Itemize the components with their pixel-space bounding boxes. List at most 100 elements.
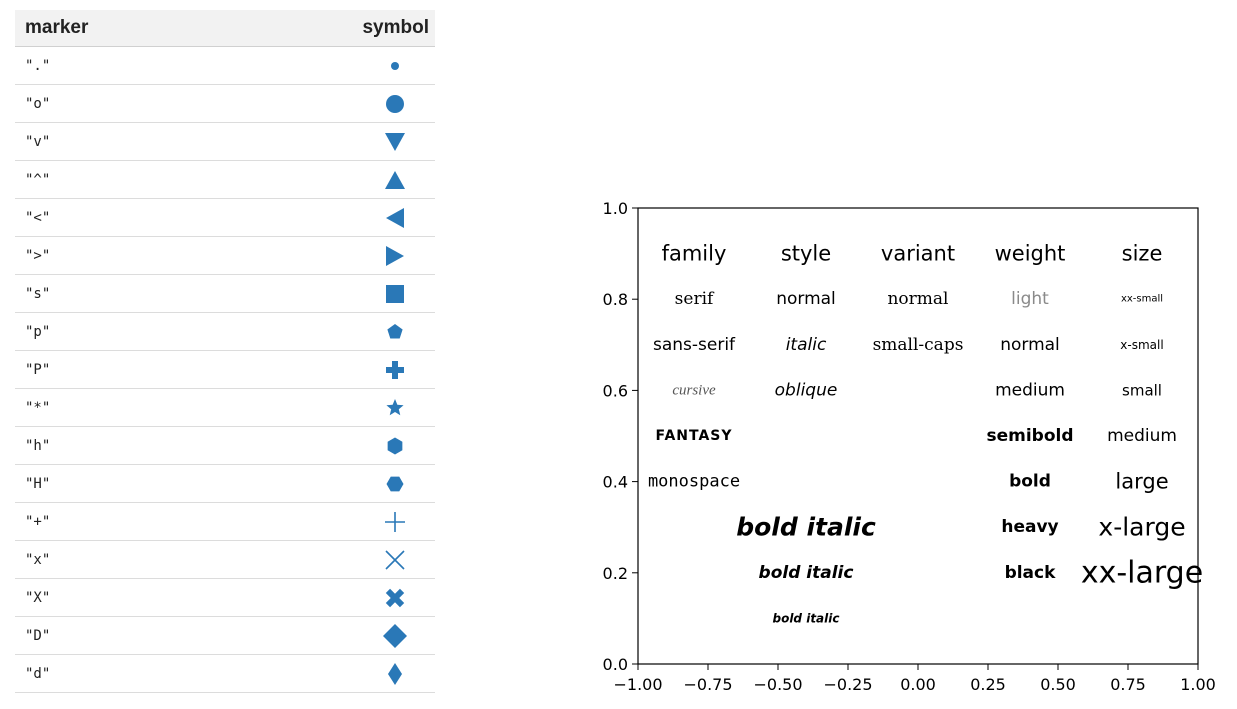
x-marker-icon — [385, 549, 405, 570]
table-header-row: marker symbol — [15, 10, 435, 47]
marker-code: "<" — [15, 198, 355, 237]
chart-annotation: bold italic — [772, 611, 839, 625]
x-tick-label: −0.25 — [823, 675, 872, 694]
chart-annotation: xx-small — [1121, 294, 1163, 305]
table-row: "D" — [15, 616, 435, 655]
marker-symbol-cell — [354, 502, 435, 541]
chart-annotation: semibold — [986, 426, 1073, 446]
marker-code: "d" — [15, 654, 355, 693]
chart-annotation: monospace — [648, 472, 740, 492]
marker-symbol-cell — [354, 198, 435, 237]
hexagon2-marker-icon — [386, 476, 404, 491]
plus-filled-marker-icon — [385, 360, 404, 379]
y-tick-label: 0.2 — [603, 564, 628, 583]
table-row: "d" — [15, 654, 435, 693]
star-marker-icon — [386, 398, 404, 415]
table-row: "^" — [15, 160, 435, 199]
marker-code: "D" — [15, 616, 355, 655]
table-row: "X" — [15, 578, 435, 617]
diamond-marker-icon — [382, 623, 407, 648]
marker-code: "s" — [15, 274, 355, 313]
marker-code: "H" — [15, 464, 355, 503]
chart-annotation: bold italic — [759, 563, 854, 583]
chart-annotation: italic — [786, 335, 827, 355]
chart-annotation: FANTASY — [655, 428, 732, 444]
marker-symbol-cell — [354, 160, 435, 199]
font-chart: −1.00 −0.75 −0.50 −0.25 0.00 0.25 0.50 0.75 1.00… — [603, 199, 1216, 694]
table-row: "s" — [15, 274, 435, 313]
table-row: "+" — [15, 502, 435, 541]
chart-annotation: light — [1011, 289, 1049, 309]
marker-symbol-cell — [354, 426, 435, 465]
y-tick-label: 0.8 — [603, 290, 628, 309]
marker-table: marker symbol "." "o" "v" "^" "<" ">" "s" "p" "P… — [15, 10, 435, 693]
table-row: "<" — [15, 198, 435, 237]
triangle-up-marker-icon — [384, 170, 405, 189]
marker-code: "p" — [15, 312, 355, 351]
y-tick-label: 1.0 — [603, 199, 628, 218]
marker-symbol-cell — [354, 388, 435, 427]
table-row: ">" — [15, 236, 435, 275]
marker-symbol-cell — [354, 46, 435, 85]
x-tick-label: −1.00 — [613, 675, 662, 694]
chart-annotation: medium — [995, 380, 1065, 400]
table-row: "p" — [15, 312, 435, 351]
x-filled-marker-icon — [385, 588, 404, 607]
marker-code: "o" — [15, 84, 355, 123]
marker-code: "h" — [15, 426, 355, 465]
x-tick-label: 0.25 — [970, 675, 1006, 694]
marker-symbol-cell — [354, 84, 435, 123]
table-row: "h" — [15, 426, 435, 465]
chart-annotation: small — [1122, 381, 1162, 399]
chart-annotation: large — [1115, 470, 1168, 494]
chart-annotation: size — [1122, 242, 1163, 266]
chart-annotation: sans-serif — [653, 335, 736, 355]
chart-annotation: normal — [1000, 335, 1060, 355]
chart-annotation: variant — [881, 242, 955, 266]
x-tick-label: −0.50 — [753, 675, 802, 694]
table-row: "o" — [15, 84, 435, 123]
y-tick-label: 0.4 — [603, 473, 628, 492]
x-tick-label: 1.00 — [1180, 675, 1216, 694]
marker-symbol-cell — [354, 350, 435, 389]
x-tick-label: −0.75 — [683, 675, 732, 694]
header-symbol: symbol — [354, 10, 435, 47]
marker-table-body: "." "o" "v" "^" "<" ">" "s" "p" "P" "*" "h" "H" "+" "… — [15, 46, 435, 693]
marker-symbol-cell — [354, 274, 435, 313]
y-tick-label: 0.6 — [603, 381, 628, 400]
circle-marker-icon — [385, 94, 404, 113]
y-tick-label: 0.0 — [603, 655, 628, 674]
chart-annotation: cursive — [672, 382, 716, 398]
table-row: "H" — [15, 464, 435, 503]
plus-marker-icon — [384, 511, 405, 532]
table-row: "v" — [15, 122, 435, 161]
chart-annotation: family — [662, 242, 727, 266]
chart-annotation: medium — [1107, 426, 1177, 446]
chart-annotation: x-large — [1098, 513, 1185, 542]
marker-symbol-cell — [354, 464, 435, 503]
point-marker-icon — [390, 61, 399, 70]
chart-annotation: bold — [1009, 472, 1051, 492]
marker-code: ">" — [15, 236, 355, 275]
chart-annotation: x-small — [1120, 338, 1163, 352]
chart-annotation: serif — [675, 289, 715, 309]
chart-annotation: xx-large — [1081, 555, 1203, 590]
table-row: "*" — [15, 388, 435, 427]
hexagon1-marker-icon — [387, 437, 403, 454]
marker-code: "x" — [15, 540, 355, 579]
table-row: "x" — [15, 540, 435, 579]
marker-code: "+" — [15, 502, 355, 541]
chart-annotation: weight — [995, 242, 1066, 266]
triangle-right-marker-icon — [385, 245, 404, 266]
chart-annotation: bold italic — [736, 513, 876, 542]
chart-annotation: black — [1005, 563, 1057, 583]
marker-symbol-cell — [354, 578, 435, 617]
chart-annotation: normal — [887, 289, 948, 309]
marker-symbol-cell — [354, 122, 435, 161]
chart-annotation: heavy — [1001, 517, 1058, 537]
table-row: "P" — [15, 350, 435, 389]
marker-code: "P" — [15, 350, 355, 389]
square-marker-icon — [385, 284, 404, 303]
marker-code: "*" — [15, 388, 355, 427]
marker-symbol-cell — [354, 540, 435, 579]
